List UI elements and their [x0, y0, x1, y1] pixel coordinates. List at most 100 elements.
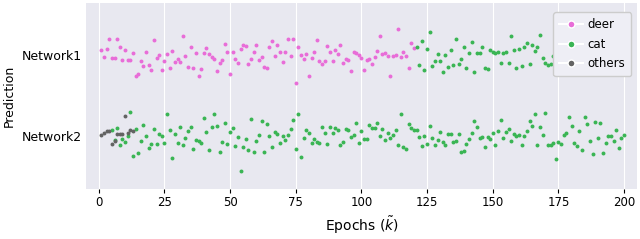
Point [324, 125, 335, 129]
Point [120, 48, 130, 52]
Point [148, 38, 159, 42]
Point [159, 141, 170, 145]
Point [488, 50, 498, 54]
Point [180, 136, 191, 140]
Point [162, 112, 172, 116]
Point [490, 51, 500, 55]
Point [228, 50, 238, 54]
Point [307, 141, 317, 145]
Point [393, 143, 403, 147]
Point [131, 74, 141, 77]
Point [330, 126, 340, 130]
Point [252, 43, 262, 47]
Point [574, 65, 584, 69]
Point [309, 50, 319, 54]
Point [212, 124, 222, 127]
Point [343, 58, 353, 61]
Point [167, 49, 177, 53]
Point [600, 141, 611, 145]
Point [619, 65, 629, 69]
Point [120, 140, 130, 143]
Point [301, 53, 312, 56]
Point [516, 64, 527, 68]
Point [262, 66, 272, 70]
Point [538, 133, 548, 136]
Point [456, 150, 467, 154]
Point [388, 54, 398, 58]
Point [548, 54, 558, 58]
Point [312, 140, 322, 144]
Point [259, 150, 269, 153]
Point [102, 47, 112, 50]
Point [414, 63, 424, 67]
Point [561, 131, 572, 135]
Point [319, 131, 330, 135]
Point [154, 53, 164, 57]
Point [485, 48, 495, 52]
Point [198, 116, 209, 120]
Point [611, 63, 621, 67]
Point [359, 68, 369, 72]
Point [577, 148, 587, 152]
Point [217, 140, 227, 143]
Point [393, 27, 403, 31]
Point [585, 140, 595, 143]
Point [196, 141, 206, 145]
Point [122, 134, 132, 137]
Point [112, 37, 122, 41]
Point [580, 115, 590, 119]
Point [524, 119, 534, 123]
Point [186, 125, 196, 129]
Point [406, 42, 417, 45]
Point [506, 139, 516, 143]
Point [122, 58, 132, 62]
Point [96, 48, 106, 52]
Point [367, 62, 377, 66]
Point [598, 44, 608, 48]
Point [254, 59, 264, 62]
Point [556, 45, 566, 49]
Point [241, 137, 251, 141]
Point [212, 69, 222, 73]
Point [164, 66, 175, 70]
Point [459, 45, 469, 49]
Point [440, 143, 451, 147]
Point [424, 124, 435, 128]
Point [572, 63, 582, 66]
Point [585, 49, 595, 52]
Point [141, 50, 151, 54]
Point [296, 53, 306, 56]
Point [593, 136, 603, 140]
Point [498, 136, 508, 140]
Point [406, 126, 417, 130]
Point [298, 136, 308, 140]
Point [543, 143, 553, 147]
Point [230, 58, 241, 61]
Point [193, 140, 204, 143]
Point [319, 59, 330, 63]
Point [138, 123, 148, 127]
Point [167, 156, 177, 160]
Point [230, 144, 241, 148]
Point [477, 135, 488, 139]
Point [419, 134, 429, 138]
Point [117, 132, 127, 136]
Point [590, 62, 600, 66]
Point [380, 138, 390, 142]
Point [267, 145, 277, 149]
Point [280, 139, 291, 142]
Point [401, 54, 411, 58]
Point [522, 129, 532, 133]
Point [588, 152, 598, 156]
Point [243, 62, 253, 66]
Point [580, 56, 590, 60]
Point [530, 112, 540, 116]
Point [456, 57, 467, 61]
Point [272, 132, 282, 136]
Point [362, 137, 372, 141]
Point [480, 145, 490, 149]
Point [335, 143, 346, 147]
Point [293, 45, 303, 49]
Point [559, 133, 569, 137]
Point [304, 75, 314, 78]
